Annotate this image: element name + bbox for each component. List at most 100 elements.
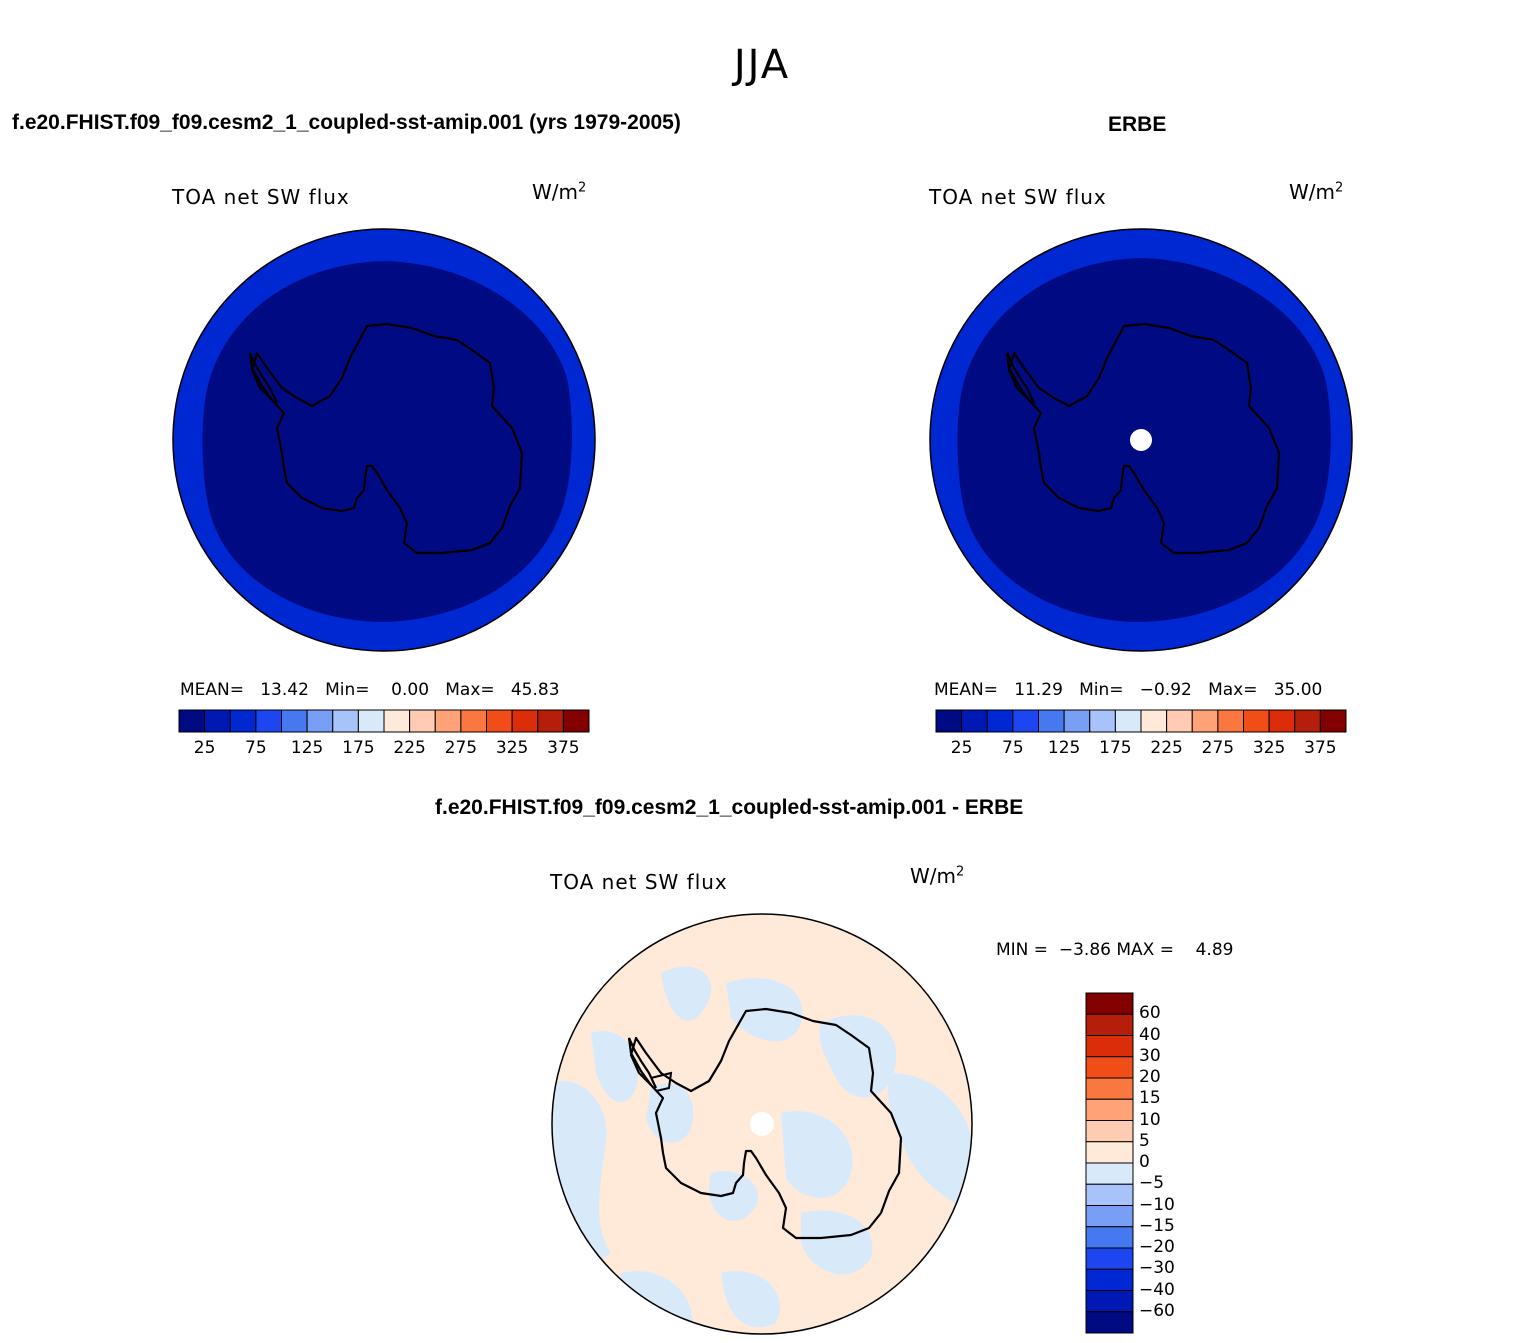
colorbar-level-label: 20 [1139,1067,1161,1087]
colorbar-swatch [1085,1162,1134,1185]
diff-title: f.e20.FHIST.f09_f09.cesm2_1_coupled-sst-… [435,796,1024,819]
colorbar-swatch [1085,1290,1134,1313]
colorbar-swatch [332,709,359,733]
colorbar-swatch [1085,1183,1134,1206]
colorbar-level-label: 0 [1139,1152,1150,1172]
pole-hole [750,1112,774,1136]
colorbar-swatch [229,709,257,733]
colorbar-swatch [562,709,590,733]
ice-shelf-outline [650,1071,673,1092]
colorbar-swatch [486,709,513,733]
colorbar-tick-label: 375 [1304,738,1337,758]
colorbar-swatch [1140,709,1168,733]
panel-1-variable-label: TOA net SW flux [172,185,350,209]
panel-1-polar-map [172,228,596,652]
diff-colorbar [1085,992,1134,1334]
colorbar-swatch [178,709,206,733]
colorbar-swatch [961,709,988,733]
panel-2-title: ERBE [1108,113,1167,136]
colorbar-swatch [935,709,963,733]
colorbar-swatch [1085,1035,1134,1058]
panel-1-units: W/m2 [532,180,587,204]
colorbar-swatch [306,709,334,733]
colorbar-tick-label: 175 [1099,738,1132,758]
antarctic-peninsula [1005,352,1035,404]
colorbar-tick-label: 275 [1201,738,1235,758]
colorbar-swatch [1063,709,1091,733]
colorbar-swatch [1089,709,1116,733]
colorbar-level-label: 30 [1139,1045,1161,1066]
panel-2-colorbar-ticks: 25 75 125 175 225 275 325 375 [936,738,1346,760]
panel-2-stats: MEAN= 11.29 Min= −0.92 Max= 35.00 [934,680,1323,700]
colorbar-tick-label: 325 [1252,738,1286,758]
colorbar-swatch [1114,709,1142,733]
colorbar-level-label: 60 [1139,1003,1161,1024]
colorbar-swatch [1085,1056,1134,1079]
season-title: JJA [733,42,791,88]
colorbar-tick-label: 275 [444,738,478,758]
colorbar-swatch [255,709,282,733]
colorbar-level-label: −5 [1139,1173,1165,1194]
colorbar-level-label: −60 [1139,1300,1175,1321]
colorbar-swatch [1085,1268,1134,1291]
colorbar-swatch [204,709,231,733]
diff-polar-map [551,913,973,1335]
map-border [551,913,973,1335]
colorbar-swatch [1038,709,1065,733]
colorbar-swatch [1319,709,1347,733]
colorbar-swatch [1012,709,1039,733]
panel-1-colorbar [178,709,590,733]
colorbar-level-label: 40 [1139,1024,1161,1045]
colorbar-level-label: −30 [1139,1258,1175,1279]
colorbar-level-label: −20 [1139,1237,1175,1257]
panel-1-colorbar-ticks: 25 75 125 175 225 275 325 375 [179,738,589,760]
colorbar-level-label: −15 [1139,1215,1175,1236]
diff-units: W/m2 [910,864,965,888]
colorbar-swatch [1085,1205,1134,1228]
panel-2-units: W/m2 [1289,180,1344,204]
colorbar-swatch [1243,709,1270,733]
colorbar-tick-label: 225 [393,738,426,758]
colorbar-swatch [383,709,411,733]
colorbar-swatch [1085,1311,1134,1334]
colorbar-swatch [434,709,462,733]
colorbar-tick-label: 75 [1002,738,1024,758]
colorbar-tick-label: 325 [495,738,529,758]
colorbar-level-label: 10 [1139,1109,1161,1130]
colorbar-swatch [1191,709,1219,733]
panel-2-polar-map [929,228,1353,652]
colorbar-swatch [537,709,564,733]
panel-1-stats: MEAN= 13.42 Min= 0.00 Max= 45.83 [180,680,560,700]
colorbar-swatch [1085,1141,1134,1164]
colorbar-swatch [357,709,385,733]
inner-field [202,261,572,622]
colorbar-swatch [1085,1120,1134,1143]
diff-variable-label: TOA net SW flux [550,870,728,894]
colorbar-level-label: 15 [1139,1088,1161,1109]
diff-colorbar-labels: 60 40 30 20 15 10 5 0 −5 −10 −15 −20 −30 −40 −60 [1139,992,1199,1334]
colorbar-level-label: 5 [1139,1130,1150,1151]
colorbar-swatch [1085,1013,1134,1036]
panel-1-title: f.e20.FHIST.f09_f09.cesm2_1_coupled-sst-… [12,111,681,134]
colorbar-swatch [409,709,436,733]
colorbar-swatch [986,709,1014,733]
colorbar-swatch [281,709,308,733]
colorbar-level-label: −10 [1139,1194,1175,1215]
colorbar-tick-label: 25 [950,738,973,758]
colorbar-tick-label: 25 [193,738,216,758]
colorbar-tick-label: 125 [1047,738,1081,758]
colorbar-swatch [1166,709,1193,733]
colorbar-swatch [1085,1226,1134,1249]
colorbar-swatch [511,709,539,733]
diff-min-max: MIN = −3.86 MAX = 4.89 [996,940,1234,960]
colorbar-tick-label: 175 [342,738,375,758]
pole-hole [1130,429,1152,451]
colorbar-tick-label: 75 [245,738,267,758]
colorbar-tick-label: 125 [290,738,324,758]
colorbar-swatch [1217,709,1244,733]
colorbar-swatch [1085,1077,1134,1100]
colorbar-tick-label: 375 [547,738,580,758]
colorbar-swatch [1085,1247,1134,1270]
colorbar-swatch [1268,709,1296,733]
colorbar-swatch [460,709,487,733]
